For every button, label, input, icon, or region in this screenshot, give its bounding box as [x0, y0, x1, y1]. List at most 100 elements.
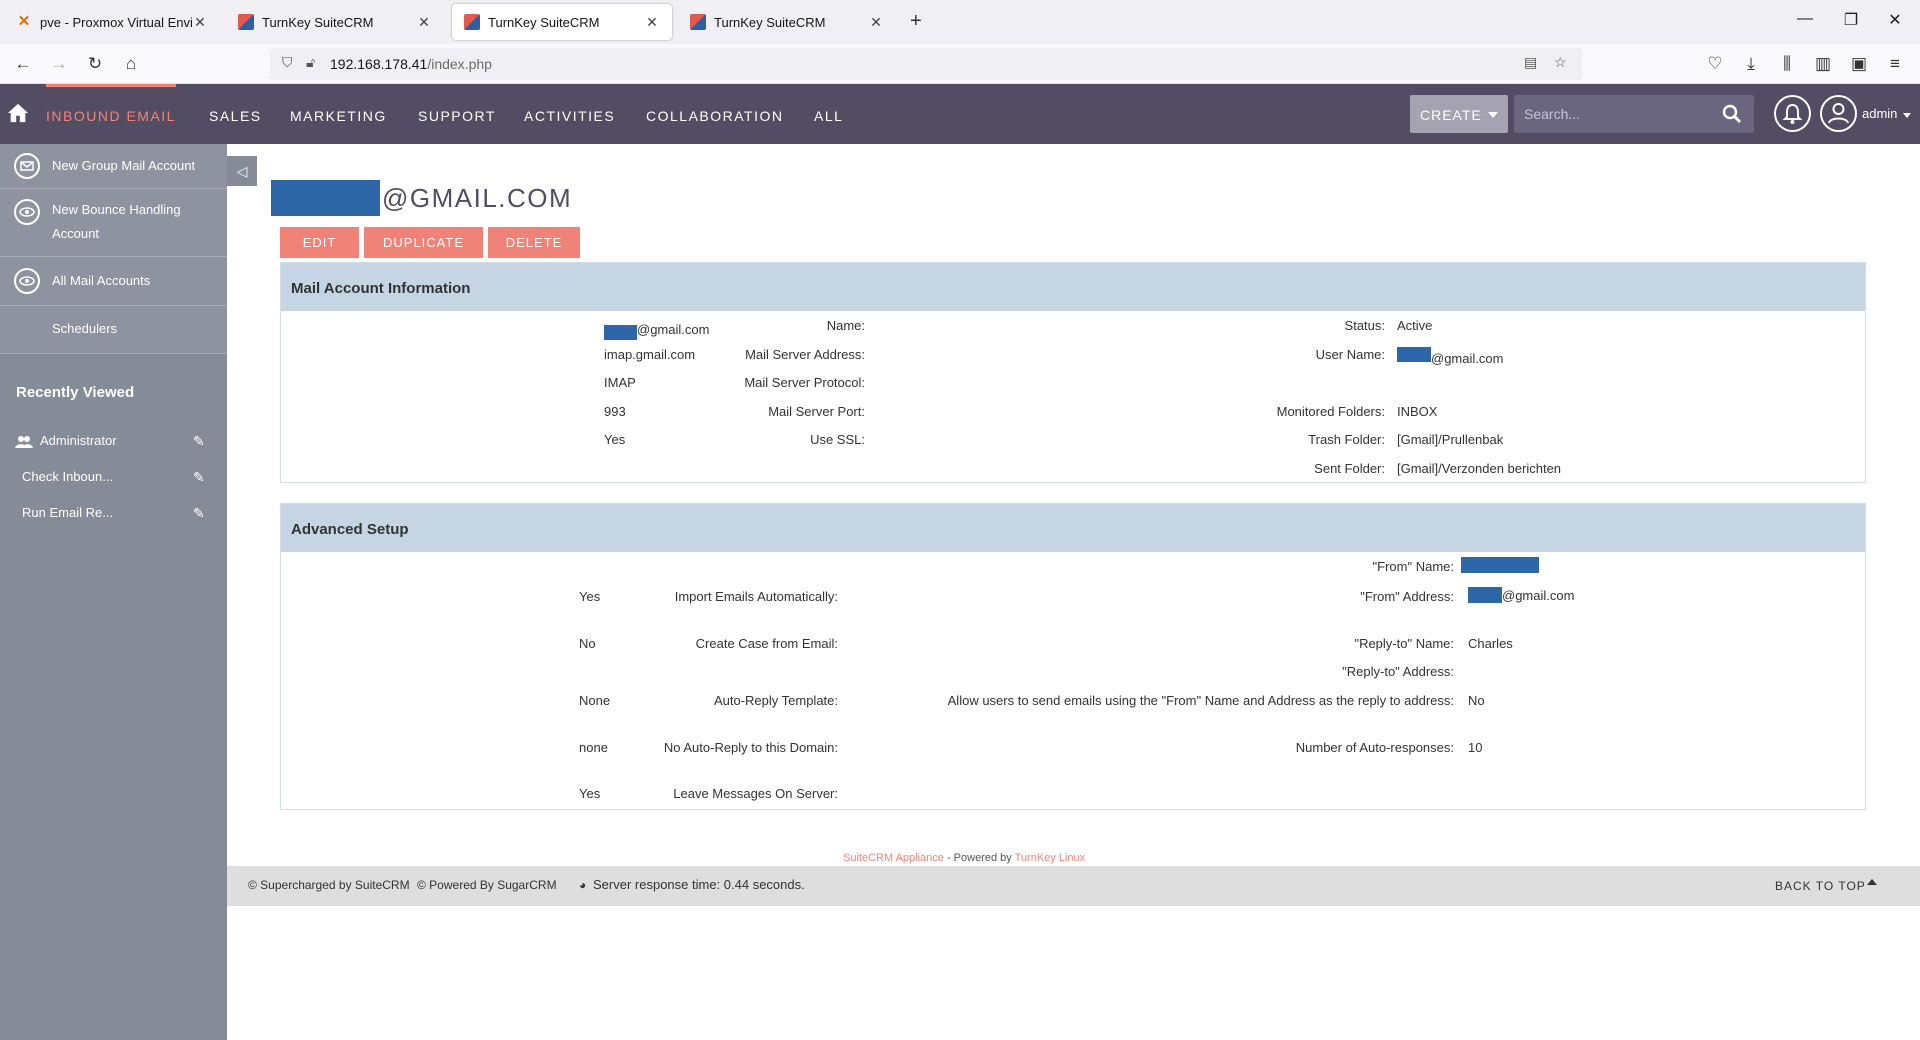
eye-icon [14, 199, 40, 225]
nav-sales[interactable]: SALES [209, 108, 262, 124]
url-host: 192.168.178.41 [330, 56, 428, 72]
tab-title: TurnKey SuiteCRM [488, 14, 600, 30]
forward-arrow-icon[interactable]: → [50, 54, 68, 73]
caret-up-icon[interactable] [1867, 879, 1877, 885]
address-bar[interactable]: ⛉ 🔓︎ 192.168.178.41/index.php ▤ ☆ [270, 48, 1582, 80]
tab-title: TurnKey SuiteCRM [714, 14, 826, 30]
browser-tab-suitecrm-active[interactable]: TurnKey SuiteCRM ✕ [452, 4, 672, 40]
field-label: User Name: [1315, 347, 1385, 362]
home-icon[interactable] [7, 102, 29, 124]
field-label: Number of Auto-responses: [1295, 740, 1454, 755]
no-auto-reply-domain-value: none [579, 740, 608, 755]
edit-button[interactable]: EDIT [280, 227, 359, 258]
field-label: "From" Name: [1372, 559, 1454, 574]
close-tab-icon[interactable]: ✕ [646, 13, 658, 30]
extension-barcode-icon[interactable]: ▥ [1814, 54, 1832, 73]
window-close-icon[interactable]: ✕ [1888, 12, 1902, 29]
pencil-edit-icon[interactable]: ✎ [193, 433, 205, 449]
browser-tab-suitecrm-1[interactable]: TurnKey SuiteCRM ✕ [226, 4, 444, 40]
auto-reply-template-value: None [579, 693, 611, 708]
shield-icon[interactable]: ⛉ [282, 54, 293, 70]
user-avatar-icon[interactable] [1820, 95, 1857, 132]
turnkey-linux-link[interactable]: TurnKey Linux [1014, 852, 1086, 864]
field-label: Create Case from Email: [695, 636, 838, 651]
pocket-icon[interactable]: ♡ [1707, 54, 1723, 73]
browser-tab-proxmox[interactable]: ✕ pve - Proxmox Virtual Environm ✕ [4, 4, 220, 40]
pencil-edit-icon[interactable]: ✎ [193, 469, 205, 485]
sidebar-action-label: New Group Mail Account [52, 158, 196, 173]
duplicate-button[interactable]: DUPLICATE [364, 227, 483, 258]
menu-hamburger-icon[interactable]: ≡ [1890, 54, 1900, 73]
create-case-value: No [579, 636, 596, 651]
nav-activities[interactable]: ACTIVITIES [524, 108, 616, 124]
sidebar-action-new-bounce-account[interactable]: New Bounce Handling Account [0, 189, 227, 257]
sidebar-action-all-mail-accounts[interactable]: All Mail Accounts [0, 257, 227, 306]
nav-support[interactable]: SUPPORT [418, 108, 496, 124]
field-label: Monitored Folders: [1276, 404, 1385, 419]
search-input[interactable] [1514, 95, 1714, 133]
global-search[interactable] [1514, 95, 1754, 133]
sent-folder-value: [Gmail]/Verzonden berichten [1397, 461, 1562, 476]
globe-icon: ◕ [579, 878, 587, 892]
close-tab-icon[interactable]: ✕ [418, 13, 430, 30]
close-tab-icon[interactable]: ✕ [870, 13, 882, 30]
field-label: Leave Messages On Server: [673, 786, 838, 801]
recent-item-run-email[interactable]: Run Email Re... ✎ [0, 496, 227, 532]
recent-item-label: Run Email Re... [22, 505, 114, 520]
field-label: Use SSL: [810, 432, 865, 447]
sidebar-collapse-icon[interactable]: ◁ [227, 156, 257, 186]
active-module-underline [46, 84, 176, 87]
sidebar-action-schedulers[interactable]: Schedulers [0, 306, 227, 354]
status-value: Active [1397, 318, 1433, 333]
panel-header: Advanced Setup [281, 504, 1865, 552]
supercharged-link[interactable]: © Supercharged by SuiteCRM [248, 878, 410, 892]
browser-tab-suitecrm-3[interactable]: TurnKey SuiteCRM ✕ [678, 4, 896, 40]
home-icon[interactable]: ⌂ [125, 54, 137, 73]
create-button[interactable]: CREATE [1410, 95, 1508, 133]
recently-viewed-title: Recently Viewed [16, 384, 135, 401]
search-icon[interactable] [1722, 104, 1742, 124]
user-name[interactable]: admin [1862, 106, 1898, 121]
nav-inbound-email[interactable]: INBOUND EMAIL [46, 108, 176, 124]
users-icon [15, 436, 33, 448]
suitecrm-favicon-icon [464, 14, 480, 30]
extension-icon[interactable]: ▣ [1850, 54, 1868, 73]
back-to-top-link[interactable]: BACK TO TOP [1775, 879, 1866, 893]
footer-bar: © Supercharged by SuiteCRM © Powered By … [227, 866, 1920, 906]
minimize-icon[interactable]: — [1797, 10, 1813, 27]
use-ssl-value: Yes [604, 432, 626, 447]
field-label: Allow users to send emails using the "Fr… [947, 693, 1454, 708]
server-response-time: Server response time: 0.44 seconds. [593, 877, 805, 892]
recent-item-check-inbound[interactable]: Check Inboun... ✎ [0, 460, 227, 496]
download-icon[interactable]: ⤓ [1747, 54, 1755, 73]
nav-marketing[interactable]: MARKETING [290, 108, 387, 124]
powered-sugar-link[interactable]: © Powered By SugarCRM [417, 878, 557, 892]
from-name-value [1461, 557, 1539, 573]
close-tab-icon[interactable]: ✕ [194, 13, 206, 30]
suitecrm-appliance-link[interactable]: SuiteCRM Appliance [843, 852, 944, 864]
lock-icon[interactable]: 🔓︎ [306, 54, 316, 70]
new-tab-plus-icon[interactable]: + [910, 10, 922, 32]
sidebar-action-new-group-mail[interactable]: New Group Mail Account [0, 144, 227, 189]
recent-item-label: Check Inboun... [22, 469, 114, 484]
redacted-block [1397, 347, 1431, 362]
notifications-bell-icon[interactable] [1774, 95, 1811, 132]
mail-server-port-value: 993 [604, 404, 626, 419]
recent-item-administrator[interactable]: Administrator ✎ [0, 424, 227, 460]
delete-button[interactable]: DELETE [488, 227, 580, 258]
crm-top-nav: INBOUND EMAIL SALES MARKETING SUPPORT AC… [0, 84, 1920, 144]
back-arrow-icon[interactable]: ← [14, 54, 32, 73]
reader-view-icon[interactable]: ▤ [1524, 54, 1538, 70]
nav-all[interactable]: ALL [814, 108, 844, 124]
pencil-edit-icon[interactable]: ✎ [193, 505, 205, 521]
reload-icon[interactable]: ↻ [87, 54, 103, 73]
proxmox-favicon-icon: ✕ [17, 13, 31, 30]
restore-icon[interactable]: ❐ [1843, 12, 1859, 29]
nav-collaboration[interactable]: COLLABORATION [646, 108, 784, 124]
library-icon[interactable]: ⫼ [1783, 54, 1791, 73]
mail-account-info-panel: Mail Account Information Name: @gmail.co… [280, 262, 1866, 483]
user-menu-caret-icon[interactable] [1903, 113, 1911, 118]
mail-server-protocol-value: IMAP [604, 375, 636, 390]
url-text[interactable]: 192.168.178.41/index.php [330, 56, 492, 72]
bookmark-star-icon[interactable]: ☆ [1554, 54, 1567, 70]
